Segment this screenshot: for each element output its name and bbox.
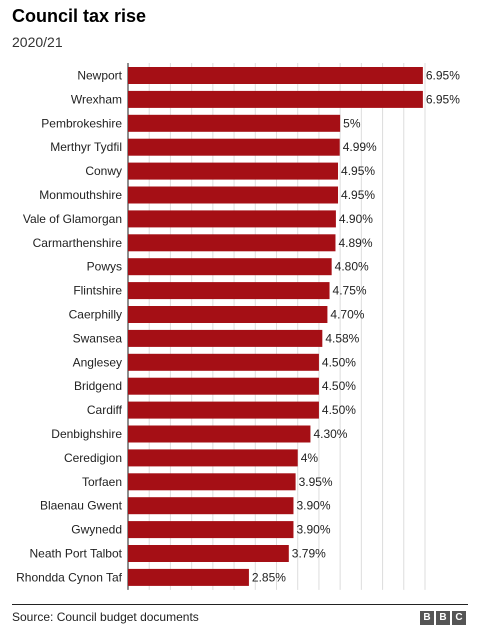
bar <box>128 449 298 467</box>
category-label: Cardiff <box>87 403 123 417</box>
bar <box>128 329 323 347</box>
bar <box>128 401 319 419</box>
bar <box>128 234 336 252</box>
category-label: Carmarthenshire <box>33 236 123 250</box>
value-label: 4.70% <box>330 308 364 322</box>
bar <box>128 210 336 228</box>
category-label: Wrexham <box>71 92 122 106</box>
category-label: Conwy <box>85 164 122 178</box>
category-label: Newport <box>77 69 122 83</box>
value-label: 4.50% <box>322 379 356 393</box>
bar <box>128 545 289 562</box>
bar <box>128 138 340 156</box>
bar <box>128 162 339 180</box>
category-label: Ceredigion <box>64 451 122 465</box>
value-label: 4.50% <box>322 355 356 369</box>
category-label: Gwynedd <box>71 523 122 537</box>
logo-letter: B <box>420 611 434 625</box>
value-label: 4.90% <box>339 212 373 226</box>
bar <box>128 377 319 395</box>
category-label: Rhondda Cynon Taf <box>16 570 123 584</box>
footer-divider <box>12 604 468 605</box>
category-label: Merthyr Tydfil <box>50 140 122 154</box>
value-label: 4% <box>301 451 319 465</box>
category-label: Denbighshire <box>51 427 122 441</box>
category-label: Bridgend <box>74 379 122 393</box>
bar <box>128 114 341 132</box>
logo-letter: C <box>452 611 466 625</box>
source-note: Source: Council budget documents <box>12 610 199 624</box>
category-label: Monmouthshire <box>39 188 122 202</box>
value-label: 2.85% <box>252 570 286 584</box>
bar <box>128 425 311 443</box>
value-label: 4.99% <box>343 140 377 154</box>
category-label: Blaenau Gwent <box>40 499 123 513</box>
bar <box>128 282 330 300</box>
bar <box>128 353 319 371</box>
bar <box>128 497 294 515</box>
category-label: Powys <box>87 260 122 274</box>
value-label: 3.79% <box>292 547 326 561</box>
value-label: 4.75% <box>333 284 367 298</box>
value-label: 4.58% <box>325 331 359 345</box>
value-label: 4.30% <box>313 427 347 441</box>
value-label: 6.95% <box>426 69 460 83</box>
value-label: 4.89% <box>338 236 372 250</box>
value-label: 3.90% <box>296 499 330 513</box>
bar <box>128 306 328 323</box>
bar <box>128 258 332 276</box>
bar-chart: Newport 6.95% Wrexham 6.95% Pembrokeshire 5% M… <box>16 63 460 590</box>
bar <box>128 521 294 539</box>
category-label: Neath Port Talbot <box>29 547 122 561</box>
value-label: 4.95% <box>341 188 375 202</box>
value-label: 5% <box>343 116 361 130</box>
value-label: 4.50% <box>322 403 356 417</box>
bar <box>128 568 249 586</box>
category-label: Anglesey <box>73 355 122 369</box>
value-label: 6.95% <box>426 92 460 106</box>
bbc-logo: B B C <box>420 611 466 625</box>
logo-letter: B <box>436 611 450 625</box>
chart-title: Council tax rise <box>12 6 147 26</box>
value-label: 4.95% <box>341 164 375 178</box>
value-label: 3.95% <box>299 475 333 489</box>
value-label: 4.80% <box>335 260 369 274</box>
category-label: Flintshire <box>73 284 122 298</box>
value-label: 3.90% <box>296 523 330 537</box>
bar <box>128 473 296 491</box>
category-label: Torfaen <box>82 475 122 489</box>
category-label: Caerphilly <box>69 308 122 322</box>
category-label: Swansea <box>73 331 123 345</box>
bar <box>128 186 339 204</box>
bar <box>128 90 423 108</box>
category-label: Vale of Glamorgan <box>23 212 122 226</box>
category-label: Pembrokeshire <box>41 116 122 130</box>
bar <box>128 67 423 84</box>
chart-subtitle: 2020/21 <box>12 34 63 50</box>
